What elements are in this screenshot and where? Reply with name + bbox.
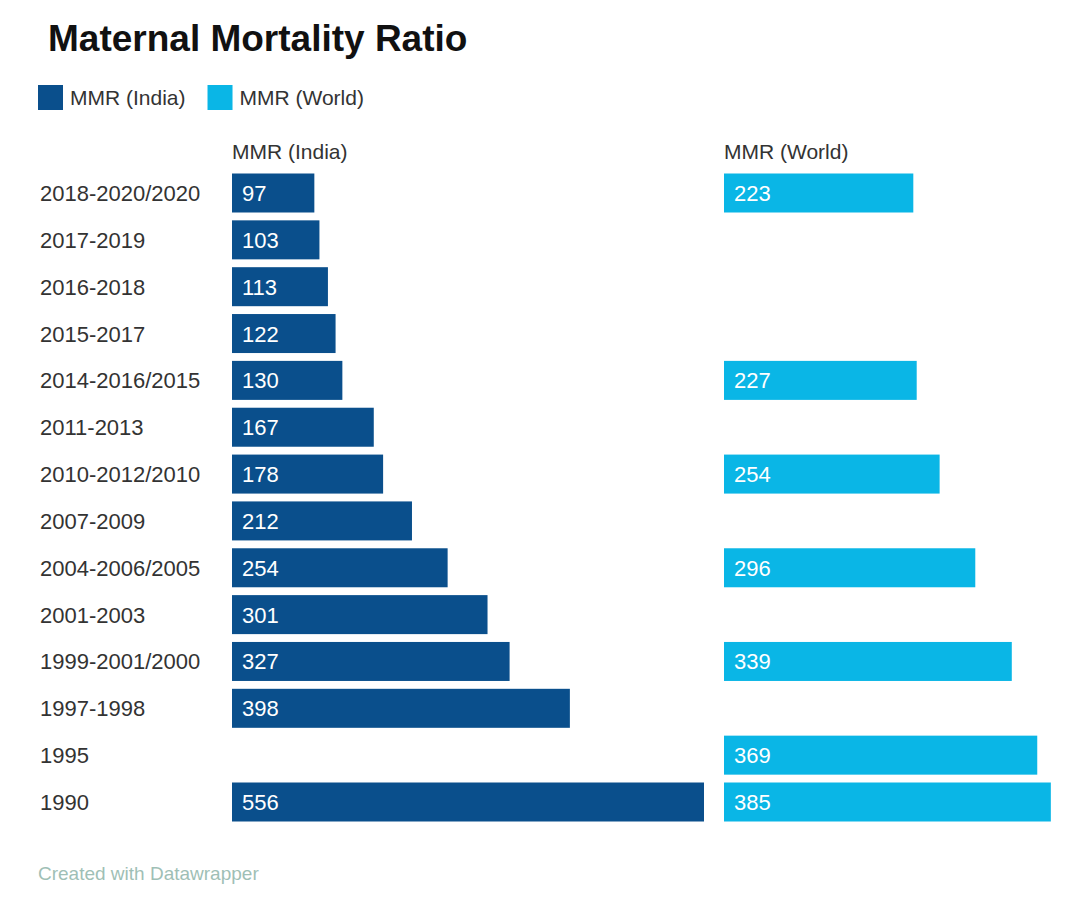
bar xyxy=(232,595,488,634)
data-label: 369 xyxy=(734,743,771,768)
data-label: 130 xyxy=(242,368,279,393)
data-label: 339 xyxy=(734,649,771,674)
bar xyxy=(724,642,1012,681)
data-label: 178 xyxy=(242,462,279,487)
category-label: 1999-2001/2000 xyxy=(40,649,200,674)
panel-header: MMR (World) xyxy=(724,140,848,163)
bar xyxy=(232,174,314,213)
data-label: 254 xyxy=(734,462,771,487)
chart-svg: Maternal Mortality RatioMMR (India)MMR (… xyxy=(0,0,1081,915)
bar xyxy=(232,548,448,587)
legend-label: MMR (India) xyxy=(70,86,186,109)
data-label: 167 xyxy=(242,415,279,440)
data-label: 97 xyxy=(242,181,266,206)
legend: MMR (India) MMR (World) xyxy=(38,85,364,110)
data-label: 327 xyxy=(242,649,279,674)
bar xyxy=(724,174,913,213)
category-label: 2014-2016/2015 xyxy=(40,368,200,393)
category-label: 2011-2013 xyxy=(40,415,144,440)
bar xyxy=(724,455,940,494)
data-label: 296 xyxy=(734,556,771,581)
category-label: 2001-2003 xyxy=(40,603,145,628)
panel-header: MMR (India) xyxy=(232,140,348,163)
data-label: 398 xyxy=(242,696,279,721)
data-labels: 223 227 254 296 339 369 385 xyxy=(734,181,771,815)
data-label: 301 xyxy=(242,603,279,628)
bars xyxy=(232,174,704,822)
bar xyxy=(232,408,374,447)
category-label: 2016-2018 xyxy=(40,275,145,300)
bar xyxy=(724,736,1037,775)
category-label: 2015-2017 xyxy=(40,322,145,347)
category-label: 1997-1998 xyxy=(40,696,145,721)
legend-label: MMR (World) xyxy=(240,86,364,109)
y-axis-labels: 2018-2020/2020 2017-2019 2016-2018 2015-201… xyxy=(40,181,200,815)
category-label: 1990 xyxy=(40,790,89,815)
bar xyxy=(232,783,704,822)
bar xyxy=(232,314,336,353)
category-label: 2017-2019 xyxy=(40,228,145,253)
category-label: 2004-2006/2005 xyxy=(40,556,200,581)
category-label: 1995 xyxy=(40,743,89,768)
data-label: 122 xyxy=(242,322,279,347)
data-label: 103 xyxy=(242,228,279,253)
legend-swatch xyxy=(208,85,233,110)
category-label: 2007-2009 xyxy=(40,509,145,534)
bar xyxy=(724,361,917,400)
bar xyxy=(724,783,1051,822)
data-label: 212 xyxy=(242,509,279,534)
bar xyxy=(232,455,383,494)
bar xyxy=(232,642,510,681)
legend-swatch xyxy=(38,85,63,110)
bar xyxy=(232,501,412,540)
data-label: 556 xyxy=(242,790,279,815)
data-label: 254 xyxy=(242,556,279,581)
category-label: 2018-2020/2020 xyxy=(40,181,200,206)
chart-title: Maternal Mortality Ratio xyxy=(48,18,467,59)
data-label: 113 xyxy=(242,275,277,300)
footer-note: Created with Datawrapper xyxy=(38,863,259,884)
bar xyxy=(232,361,342,400)
data-label: 223 xyxy=(734,181,771,206)
data-label: 385 xyxy=(734,790,771,815)
bar xyxy=(232,220,319,259)
data-labels: 97 103 113 122 130 167 178 212 254 301 327 398 556 xyxy=(242,181,279,815)
bar xyxy=(724,548,975,587)
bar xyxy=(232,267,328,306)
bar xyxy=(232,689,570,728)
data-label: 227 xyxy=(734,368,771,393)
category-label: 2010-2012/2010 xyxy=(40,462,200,487)
chart-container: Maternal Mortality RatioMMR (India)MMR (… xyxy=(0,0,1081,915)
bars xyxy=(724,174,1051,822)
